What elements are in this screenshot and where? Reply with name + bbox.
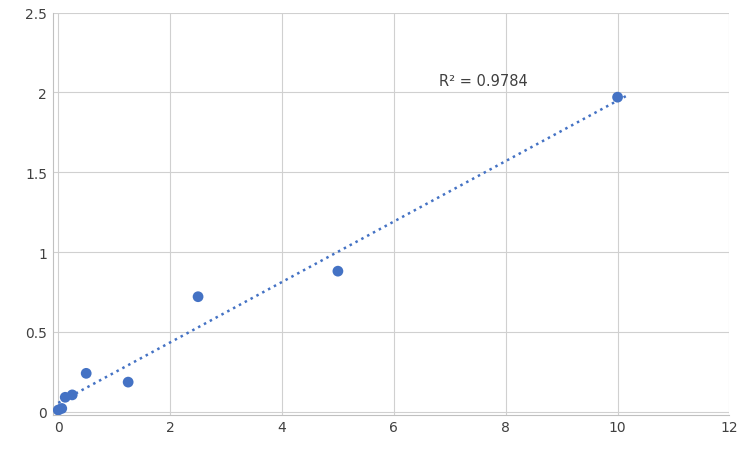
Point bbox=[332, 268, 344, 275]
Point bbox=[66, 391, 78, 399]
Point bbox=[80, 370, 92, 377]
Point bbox=[122, 379, 134, 386]
Point bbox=[611, 94, 623, 101]
Point bbox=[52, 406, 64, 414]
Point bbox=[59, 394, 71, 401]
Text: R² = 0.9784: R² = 0.9784 bbox=[438, 74, 527, 88]
Point bbox=[56, 405, 68, 412]
Point bbox=[192, 294, 204, 301]
